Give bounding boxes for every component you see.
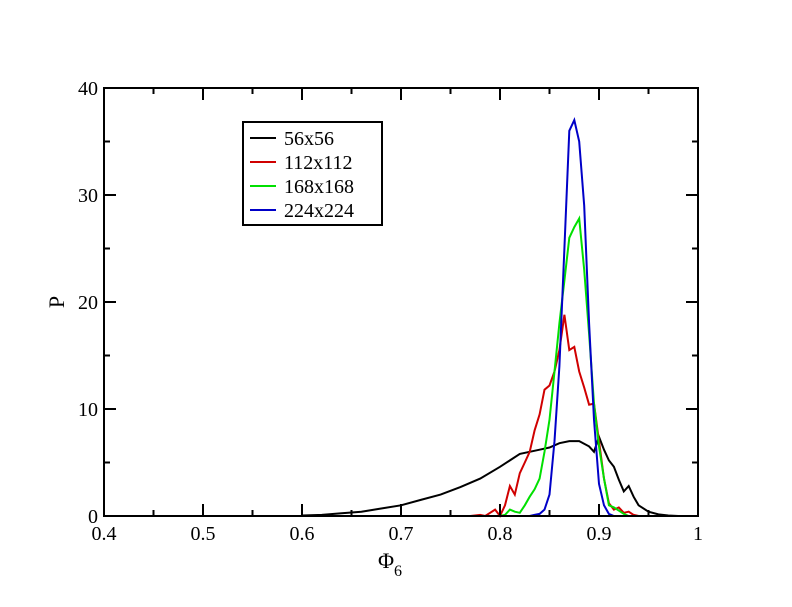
x-tick-label: 0.8 xyxy=(488,523,513,545)
x-axis-title: Φ6 xyxy=(378,548,402,580)
x-tick-label: 0.9 xyxy=(587,523,612,545)
y-tick-label: 30 xyxy=(78,185,98,207)
x-tick-label: 0.4 xyxy=(92,523,117,545)
plot-frame xyxy=(103,87,699,517)
y-tick-label: 0 xyxy=(88,506,98,528)
y-axis-title: P xyxy=(44,296,69,308)
x-axis-title-subscript: 6 xyxy=(394,563,402,580)
legend-label-1: 112x112 xyxy=(284,152,353,174)
series-line-0 xyxy=(301,433,679,517)
x-tick-label: 0.7 xyxy=(389,523,414,545)
legend-label-0: 56x56 xyxy=(284,128,334,150)
plot-lines xyxy=(301,117,679,518)
legend-label-2: 168x168 xyxy=(284,176,354,198)
legend-box xyxy=(242,121,383,226)
axis-ticks xyxy=(103,87,699,517)
y-tick-label: 20 xyxy=(78,292,98,314)
y-tick-label: 40 xyxy=(78,78,98,100)
series-line-2 xyxy=(499,215,630,517)
series-line-1 xyxy=(470,314,639,518)
x-tick-label: 0.6 xyxy=(290,523,315,545)
x-tick-label: 1 xyxy=(693,523,703,545)
series-line-3 xyxy=(529,117,615,517)
x-tick-label: 0.5 xyxy=(191,523,216,545)
legend-label-3: 224x224 xyxy=(284,200,354,222)
y-tick-label: 10 xyxy=(78,399,98,421)
